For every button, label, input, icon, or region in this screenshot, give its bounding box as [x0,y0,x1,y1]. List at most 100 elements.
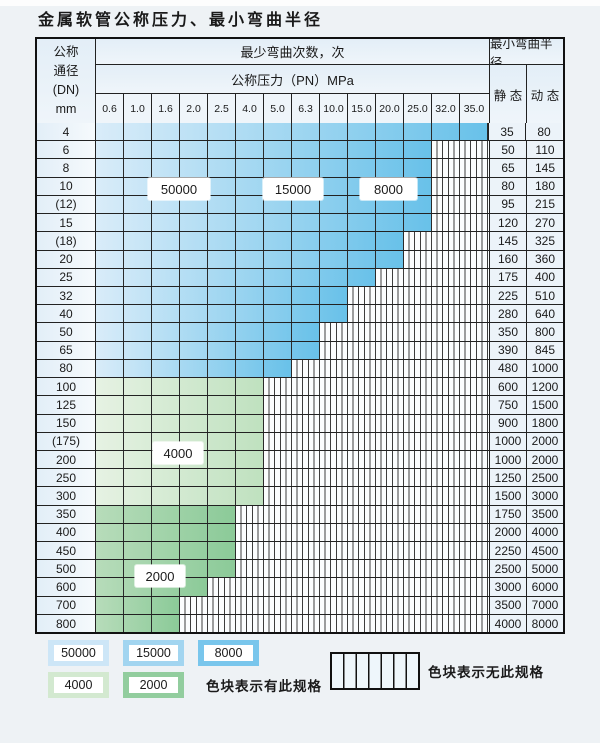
static-radius-cell: 2000 [489,523,526,542]
dn-cell: 80 [37,359,96,378]
table-row: 50 350 800 [37,323,563,342]
nominal-pressure-header: 公称压力（PN）MPa [96,65,489,94]
table-row: 150 900 1800 [37,414,563,433]
table-row: 40 280 640 [37,305,563,324]
pressure-tick: 15.0 [348,94,376,123]
table-row: 700 3500 7000 [37,596,563,615]
pressure-tick: 35.0 [460,94,488,123]
no-spec-hatch-span [404,232,489,250]
spec-available-span [96,286,348,305]
no-spec-hatch-span [180,596,489,614]
pressure-tick: 4.0 [236,94,264,123]
dynamic-radius-cell: 5000 [526,560,563,578]
static-radius-cell: 1500 [489,487,526,505]
static-radius-cell: 50 [489,141,526,159]
static-radius-cell: 120 [489,214,526,232]
no-spec-hatch-span [264,487,489,505]
legend-swatch: 15000 [123,640,184,666]
table-row: 6 50 110 [37,141,563,160]
table-row: 250 1250 2500 [37,469,563,488]
dn-cell: (12) [37,195,96,214]
spec-available-span [96,268,376,286]
page-title: 金属软管公称压力、最小弯曲半径 [38,10,324,29]
pressure-tick: 20.0 [376,94,404,123]
spec-available-span [96,596,180,614]
legend-swatch: 2000 [123,672,184,698]
bend-cycles-zone-label: 15000 [263,178,323,200]
pressure-tick: 32.0 [432,94,460,123]
spec-table: 公称 通径 (DN) mm 最少弯曲次数，次 最小弯曲半径 公称压力（PN）MPa 静… [35,37,565,634]
dn-cell: 800 [37,614,96,633]
no-spec-hatch-span [320,323,489,341]
dynamic-radius-cell: 845 [526,341,563,359]
legend-row-1: 50000 15000 8000 [48,640,259,666]
dynamic-radius-cell: 2500 [526,469,563,487]
static-radius-cell: 280 [489,305,526,323]
dn-cell: 100 [37,378,96,396]
pressure-tick: 2.5 [208,94,236,123]
bend-cycles-zone-label: 8000 [360,178,417,200]
no-spec-hatch-sample [330,652,420,690]
no-spec-hatch-span [432,159,489,177]
dynamic-column-header: 动 态 [526,65,563,123]
static-column-header: 静 态 [489,65,526,123]
no-spec-hatch-span [236,505,489,523]
dynamic-radius-cell: 2000 [526,450,563,469]
dynamic-radius-cell: 1800 [526,414,563,432]
spec-available-span [96,232,404,250]
table-row: 25 175 400 [37,268,563,287]
dn-header-line: 通径 [53,64,79,78]
table-row: 125 750 1500 [37,396,563,415]
dn-cell: 600 [37,578,96,596]
table-row: 80 480 1000 [37,359,563,379]
dynamic-radius-cell: 800 [526,323,563,341]
static-radius-cell: 1250 [489,469,526,487]
table-row: 200 1000 2000 [37,450,563,470]
legend-swatch: 4000 [48,672,109,698]
pressure-tick: 10.0 [320,94,348,123]
table-row: 20 160 360 [37,250,563,269]
dn-cell: 125 [37,396,96,414]
legend-swatch-label: 8000 [204,645,253,661]
dynamic-radius-cell: 1200 [526,378,563,396]
legend-row-2: 色块表示有此规格 4000 2000 [48,672,322,698]
top-strip [0,0,600,6]
static-radius-cell: 160 [489,250,526,268]
has-spec-label: 色块表示有此规格 [206,679,322,694]
dn-cell: 250 [37,469,96,487]
dn-cell: 32 [37,286,96,305]
dynamic-radius-cell: 1000 [526,359,563,378]
static-radius-cell: 225 [489,286,526,305]
dynamic-radius-cell: 640 [526,305,563,323]
pressure-tick: 1.6 [152,94,180,123]
dn-cell: 10 [37,177,96,195]
spec-available-span [96,341,320,359]
legend-swatch-label: 2000 [129,677,178,693]
dn-cell: 700 [37,596,96,614]
table-row: 15 120 270 [37,214,563,233]
no-spec-hatch-span [264,450,489,469]
no-spec-hatch-span [180,614,489,633]
table-row: (12) 95 215 [37,195,563,215]
no-spec-hatch-span [432,195,489,214]
spec-available-span [96,432,264,450]
no-spec-hatch-span [432,141,489,159]
table-row: 65 390 845 [37,341,563,360]
spec-available-span [96,505,236,523]
no-spec-hatch-span [236,560,489,578]
spec-available-span [96,414,264,432]
static-radius-cell: 3500 [489,596,526,614]
spec-available-span [96,250,404,268]
static-radius-cell: 65 [489,159,526,177]
static-radius-cell: 80 [489,177,526,195]
no-spec-hatch-span [432,214,489,232]
no-spec-hatch-span [264,378,489,396]
static-radius-cell: 1750 [489,505,526,523]
dn-cell: 20 [37,250,96,268]
no-spec-hatch-span [264,414,489,432]
dynamic-radius-cell: 8000 [526,614,563,633]
dn-cell: 500 [37,560,96,578]
spec-available-span [96,378,264,396]
no-spec-hatch-span [292,359,489,378]
